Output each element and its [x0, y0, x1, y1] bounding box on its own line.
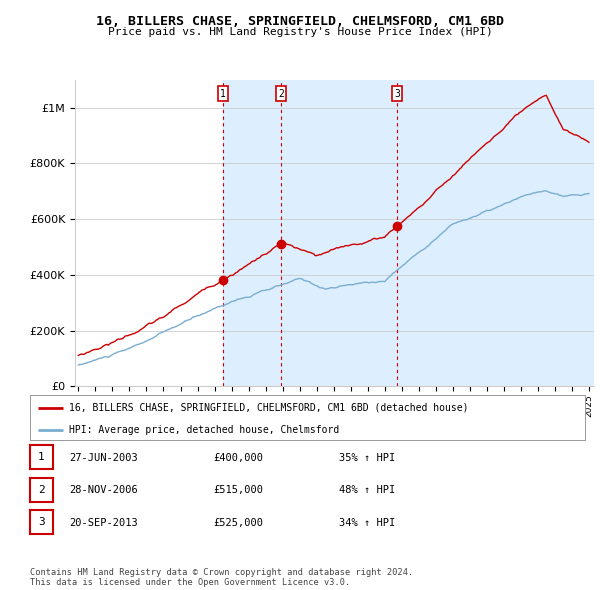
Text: 16, BILLERS CHASE, SPRINGFIELD, CHELMSFORD, CM1 6BD (detached house): 16, BILLERS CHASE, SPRINGFIELD, CHELMSFO… [69, 403, 469, 412]
Text: Price paid vs. HM Land Registry's House Price Index (HPI): Price paid vs. HM Land Registry's House … [107, 27, 493, 37]
Text: 1: 1 [38, 453, 45, 462]
Bar [397, 80, 594, 386]
Bar [281, 80, 397, 386]
Bar [223, 80, 281, 386]
Text: 20-SEP-2013: 20-SEP-2013 [69, 518, 138, 527]
Text: 1: 1 [220, 89, 226, 99]
Text: £515,000: £515,000 [213, 486, 263, 495]
Text: 16, BILLERS CHASE, SPRINGFIELD, CHELMSFORD, CM1 6BD: 16, BILLERS CHASE, SPRINGFIELD, CHELMSFO… [96, 15, 504, 28]
Text: 35% ↑ HPI: 35% ↑ HPI [339, 453, 395, 463]
Text: 27-JUN-2003: 27-JUN-2003 [69, 453, 138, 463]
Text: HPI: Average price, detached house, Chelmsford: HPI: Average price, detached house, Chel… [69, 425, 339, 435]
Text: 2: 2 [278, 89, 284, 99]
Text: £525,000: £525,000 [213, 518, 263, 527]
Text: £400,000: £400,000 [213, 453, 263, 463]
Text: 2: 2 [38, 485, 45, 494]
Text: 3: 3 [394, 89, 400, 99]
Text: Contains HM Land Registry data © Crown copyright and database right 2024.
This d: Contains HM Land Registry data © Crown c… [30, 568, 413, 587]
Text: 28-NOV-2006: 28-NOV-2006 [69, 486, 138, 495]
Text: 34% ↑ HPI: 34% ↑ HPI [339, 518, 395, 527]
Text: 3: 3 [38, 517, 45, 527]
Text: 48% ↑ HPI: 48% ↑ HPI [339, 486, 395, 495]
